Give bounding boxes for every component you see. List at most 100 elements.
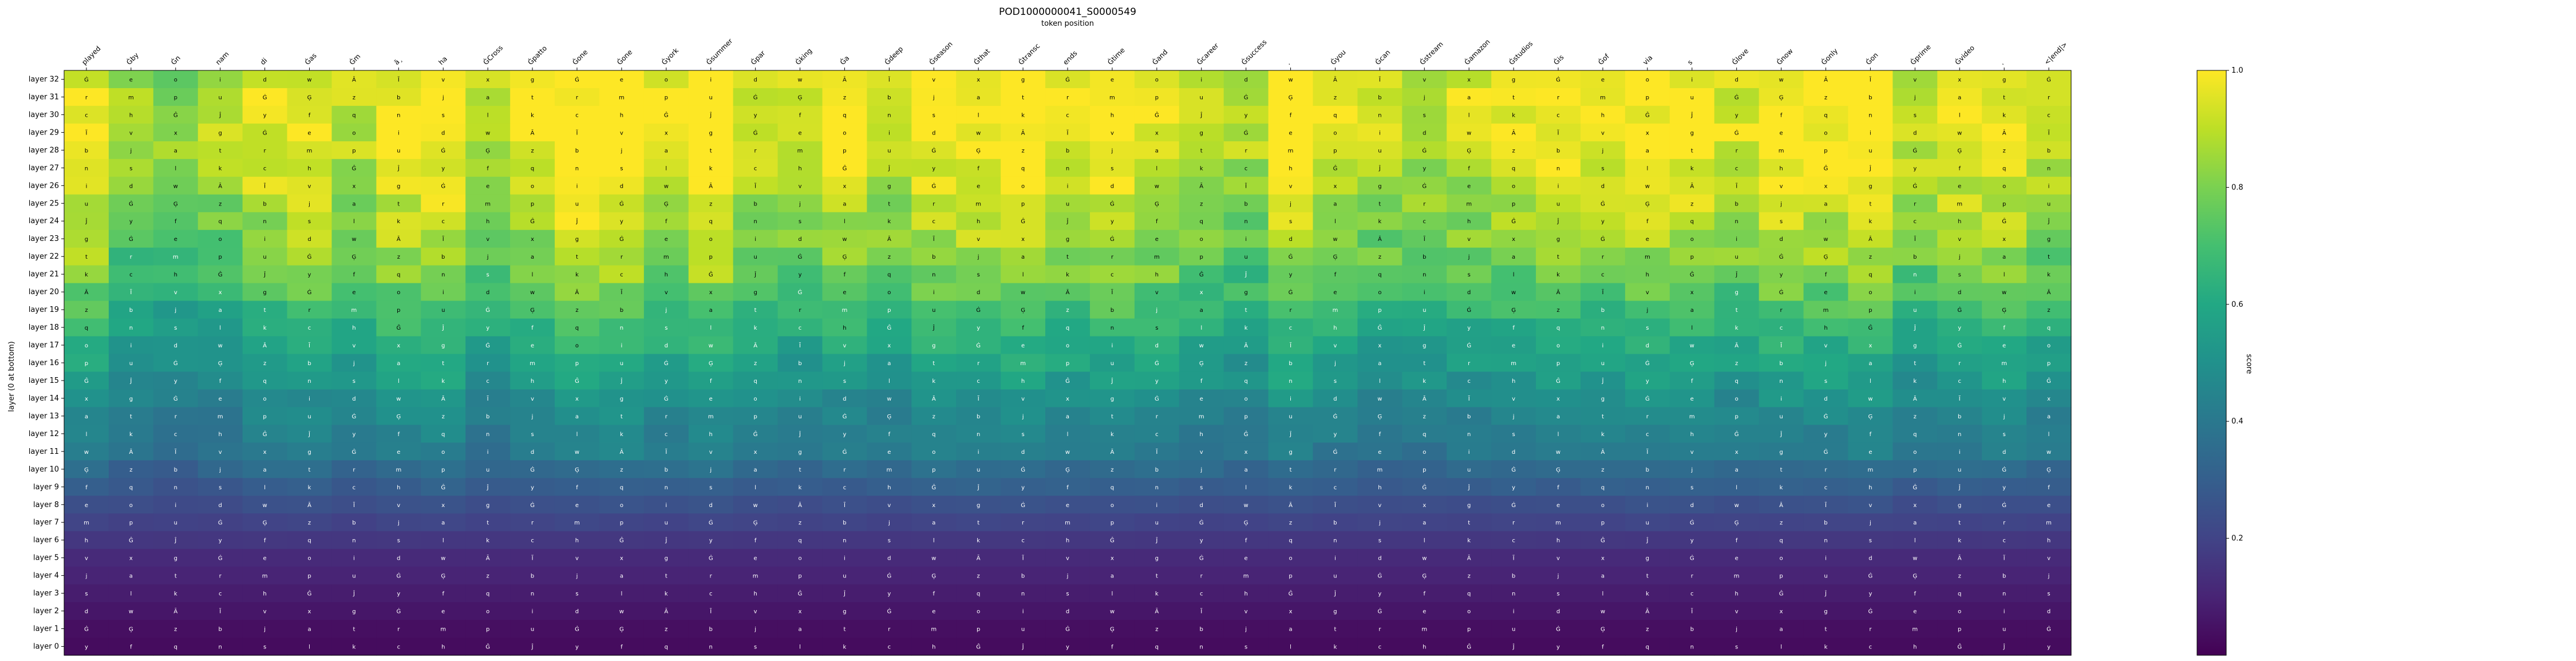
heatmap-cell <box>1803 123 1849 142</box>
cell-label: p <box>843 148 846 154</box>
cell-label: p <box>486 627 489 633</box>
heatmap-cell <box>1357 318 1402 337</box>
heatmap-cell <box>1625 194 1670 213</box>
heatmap-cell <box>2026 602 2072 620</box>
cell-label: Ĝ <box>352 164 357 172</box>
heatmap-cell <box>1313 478 1358 496</box>
heatmap-cell <box>1001 371 1046 390</box>
heatmap-cell <box>1447 407 1492 425</box>
cell-label: j <box>353 361 355 367</box>
heatmap-cell <box>1045 300 1091 319</box>
x-tick-label: Ġpar <box>748 48 767 66</box>
cell-label: Ā <box>932 395 936 402</box>
cell-label: u <box>174 520 177 527</box>
cell-label: a <box>307 627 311 633</box>
cell-label: y <box>1958 325 1961 331</box>
cell-label: l <box>621 591 622 597</box>
heatmap-cell <box>287 159 333 177</box>
heatmap-cell <box>1625 123 1670 142</box>
cell-label: Ā <box>843 76 847 83</box>
cell-label: x <box>1824 183 1828 189</box>
heatmap-cell <box>1313 531 1358 549</box>
heatmap-cell <box>1580 389 1626 408</box>
heatmap-cell <box>822 584 867 603</box>
heatmap-cell <box>822 425 867 443</box>
cell-label: s <box>933 112 935 118</box>
heatmap-cell <box>1402 584 1447 603</box>
cell-label: i <box>1646 502 1648 509</box>
cell-label: o <box>2047 343 2050 349</box>
cell-label: w <box>1155 183 1159 189</box>
cell-label: Ĩ <box>1601 288 1604 296</box>
heatmap-cell <box>1357 602 1402 620</box>
cell-label: d <box>887 556 891 562</box>
heatmap-cell <box>1134 371 1180 390</box>
heatmap-cell <box>643 265 689 284</box>
cell-label: Ĝ <box>1690 271 1694 278</box>
heatmap-cell <box>510 247 555 266</box>
cell-label: w <box>1957 130 1962 136</box>
heatmap-cell <box>643 620 689 638</box>
cell-label: c <box>843 485 847 491</box>
heatmap-cell <box>777 478 823 496</box>
heatmap-cell <box>376 584 421 603</box>
heatmap-cell <box>1357 531 1402 549</box>
cell-label: Ĩ <box>1244 182 1247 189</box>
heatmap-cell <box>1669 496 1715 514</box>
heatmap-cell <box>1714 389 1760 408</box>
cell-label: g <box>1512 77 1515 83</box>
x-tick-label: ends <box>1061 49 1078 66</box>
cell-label: z <box>1155 627 1158 633</box>
heatmap-cell <box>911 513 957 532</box>
cell-label: y <box>1066 644 1069 651</box>
cell-label: Ġ <box>1511 501 1516 509</box>
cell-label: k <box>486 538 489 544</box>
heatmap-cell <box>1134 141 1180 160</box>
cell-label: q <box>1646 644 1649 651</box>
heatmap-cell <box>1759 496 1804 514</box>
heatmap-cell <box>1134 265 1180 284</box>
cell-label: d <box>1066 609 1069 615</box>
cell-label: l <box>1245 485 1247 491</box>
cell-label: n <box>709 644 713 651</box>
cell-label: h <box>709 432 713 438</box>
cell-label: l <box>398 378 400 385</box>
cell-label: g <box>575 236 579 243</box>
cell-label: r <box>531 520 534 527</box>
cell-label: m <box>84 520 89 527</box>
heatmap-cell <box>1313 212 1358 231</box>
cell-label: h <box>620 112 623 118</box>
cell-label: m <box>797 148 803 154</box>
cell-label: c <box>1200 591 1203 597</box>
cell-label: v <box>2002 396 2006 402</box>
heatmap-cell <box>197 460 243 478</box>
heatmap-cell <box>1179 318 1224 337</box>
cell-label: d <box>620 183 623 189</box>
heatmap-cell <box>1357 247 1402 266</box>
cell-label: Ġ <box>1824 413 1828 420</box>
heatmap-cell <box>1491 584 1536 603</box>
heatmap-cell <box>1937 123 1982 142</box>
cell-label: r <box>933 201 935 207</box>
heatmap-cell <box>1001 105 1046 124</box>
cell-label: Ġ <box>664 395 669 402</box>
heatmap-cell <box>599 513 645 532</box>
cell-label: g <box>1601 396 1605 402</box>
heatmap-cell <box>867 549 912 567</box>
heatmap-cell <box>1491 194 1536 213</box>
heatmap-cell <box>1536 354 1581 373</box>
cell-label: x <box>85 396 88 402</box>
heatmap-cell <box>1313 513 1358 532</box>
heatmap-cell <box>1625 265 1670 284</box>
heatmap-cell <box>688 336 734 355</box>
heatmap-cell <box>1268 513 1314 532</box>
heatmap-cell <box>1134 212 1180 231</box>
heatmap-cell <box>1759 531 1804 549</box>
heatmap-cell <box>510 123 555 142</box>
cell-label: z <box>1021 148 1024 154</box>
heatmap-cell <box>1045 212 1091 231</box>
heatmap-cell <box>1491 141 1536 160</box>
heatmap-cell <box>1001 478 1046 496</box>
cell-label: Ģ <box>129 627 133 633</box>
cell-label: n <box>575 165 579 172</box>
